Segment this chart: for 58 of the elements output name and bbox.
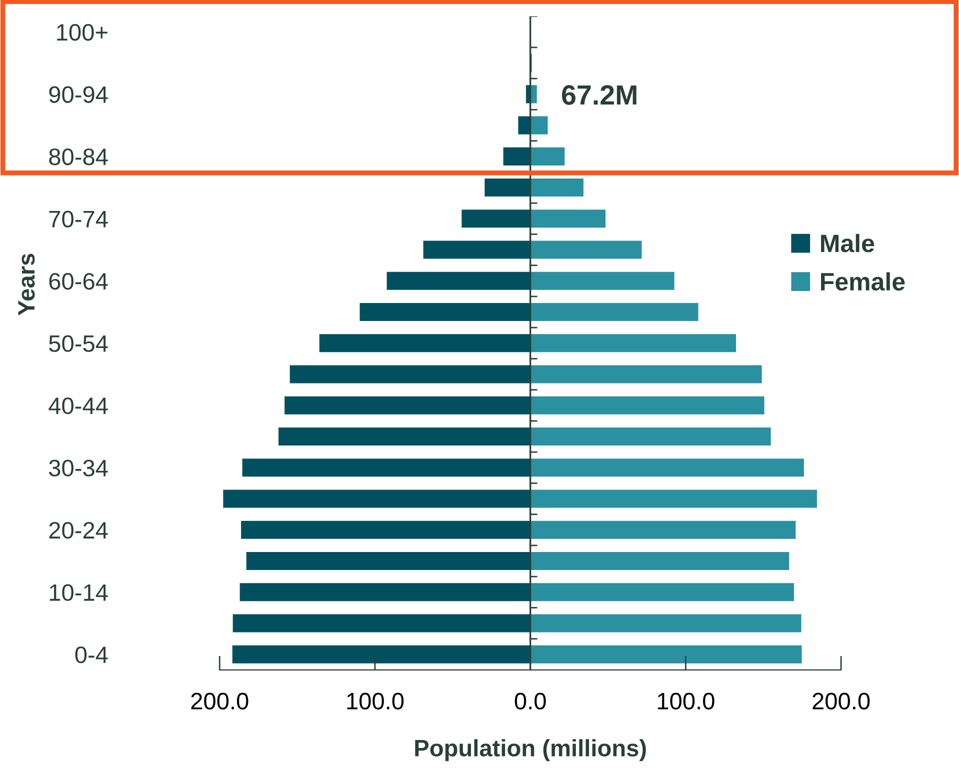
bar xyxy=(530,365,762,384)
bar xyxy=(530,116,548,134)
bar xyxy=(423,240,530,259)
bar xyxy=(530,178,584,197)
y-tick-label: 0-4 xyxy=(75,646,108,664)
bar xyxy=(223,490,530,508)
bar xyxy=(530,147,565,166)
bar xyxy=(232,645,530,664)
legend-label: Female xyxy=(821,272,905,291)
y-tick-label: 90-94 xyxy=(49,86,108,103)
x-tick-label: 200.0 xyxy=(191,692,248,710)
bar xyxy=(530,614,802,632)
x-tick-label: 200.0 xyxy=(812,692,870,710)
bar xyxy=(530,520,796,539)
y-tick-label: 50-54 xyxy=(49,335,108,352)
bar xyxy=(241,520,530,539)
bar xyxy=(530,458,804,477)
y-tick-label: 40-44 xyxy=(48,397,108,414)
annotation: 67.2M xyxy=(562,85,636,105)
bar xyxy=(319,334,530,352)
y-axis-title: Years xyxy=(18,254,35,316)
y-tick-label: 100+ xyxy=(57,24,108,41)
x-axis-title: Population (millions) xyxy=(415,739,646,762)
bar xyxy=(530,552,790,570)
bar xyxy=(530,272,674,290)
bar xyxy=(242,458,530,477)
bar xyxy=(232,614,530,632)
bar xyxy=(518,116,530,134)
y-tick-label: 80-84 xyxy=(49,148,108,166)
y-tick-label: 30-34 xyxy=(49,460,108,476)
bar xyxy=(530,303,698,322)
bar xyxy=(284,396,530,414)
bar xyxy=(290,365,530,384)
x-tick-label: 100.0 xyxy=(658,692,714,710)
bar xyxy=(530,427,771,446)
x-tick-label: 0.0 xyxy=(514,692,546,710)
bar xyxy=(530,240,642,259)
x-tick-label: 100.0 xyxy=(347,692,404,710)
bar xyxy=(530,396,764,414)
bar xyxy=(530,334,736,352)
y-tick-label: 70-74 xyxy=(49,210,108,228)
bar xyxy=(278,427,530,446)
y-tick-label: 60-64 xyxy=(49,272,108,290)
bar xyxy=(530,210,606,228)
bar xyxy=(240,583,530,602)
bar xyxy=(530,85,537,104)
bar xyxy=(530,490,817,508)
bar xyxy=(530,645,802,664)
bar xyxy=(530,583,794,602)
bar xyxy=(386,272,530,290)
legend-label: Male xyxy=(821,234,874,252)
bar xyxy=(462,210,530,228)
bar xyxy=(360,303,530,322)
bar xyxy=(484,178,530,197)
bar xyxy=(246,552,530,570)
y-tick-label: 10-14 xyxy=(50,584,108,601)
y-tick-label: 20-24 xyxy=(49,522,108,539)
bar xyxy=(503,147,530,166)
